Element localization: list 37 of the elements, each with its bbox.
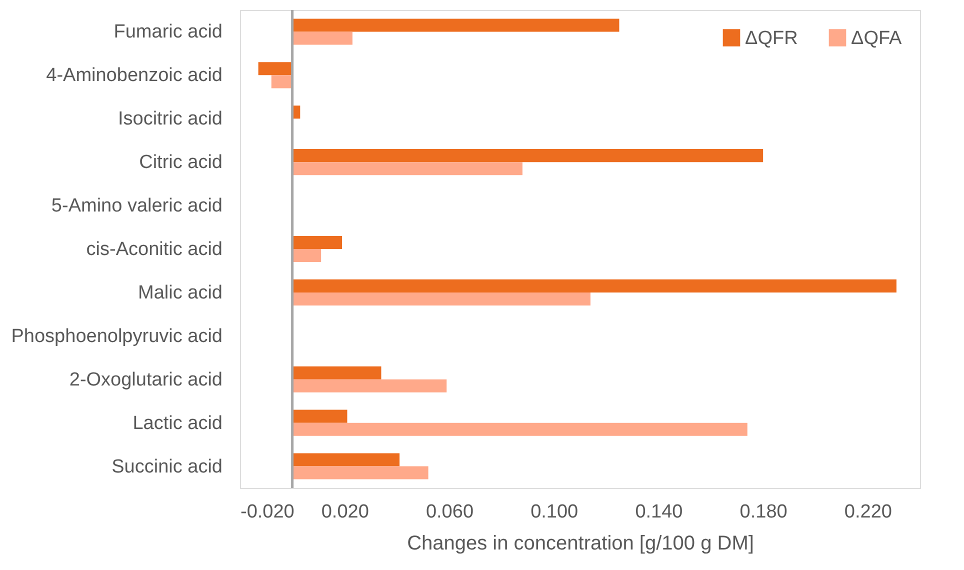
y-tick-label: Phosphoenolpyruvic acid bbox=[11, 326, 222, 347]
x-tick-label: 0.140 bbox=[635, 502, 683, 522]
y-tick-label: 4-Aminobenzoic acid bbox=[46, 65, 222, 86]
bar bbox=[292, 279, 896, 292]
bar bbox=[292, 162, 522, 176]
legend-label: ΔQFR bbox=[745, 28, 798, 49]
bar bbox=[271, 75, 292, 88]
bar bbox=[292, 249, 322, 262]
y-tick-label: Malic acid bbox=[138, 282, 222, 304]
y-tick-label: 5-Amino valeric acid bbox=[51, 196, 222, 217]
y-tick-label: Lactic acid bbox=[132, 412, 222, 434]
bar bbox=[292, 236, 342, 249]
x-tick-label: 0.020 bbox=[321, 502, 369, 522]
bar bbox=[292, 149, 764, 162]
y-tick-label: Succinic acid bbox=[112, 456, 222, 478]
legend-label: ΔQFA bbox=[851, 28, 902, 49]
bar bbox=[292, 366, 382, 380]
bar bbox=[292, 292, 590, 306]
bar bbox=[292, 422, 748, 436]
y-tick-label: Citric acid bbox=[139, 152, 222, 174]
bar bbox=[292, 379, 447, 392]
x-tick-label: 0.180 bbox=[740, 502, 788, 522]
bar bbox=[292, 466, 428, 480]
y-tick-label: cis-Aconitic acid bbox=[86, 239, 222, 260]
bar bbox=[292, 410, 348, 423]
bar bbox=[292, 453, 400, 466]
x-tick-label: 0.100 bbox=[530, 502, 578, 522]
x-axis-title: Changes in concentration [g/100 g DM] bbox=[407, 532, 754, 554]
y-tick-label: Fumaric acid bbox=[114, 22, 222, 43]
x-tick-label: 0.220 bbox=[844, 502, 892, 522]
x-tick-label: 0.060 bbox=[426, 502, 474, 522]
bar bbox=[292, 18, 620, 32]
bar bbox=[258, 62, 292, 76]
x-tick-label: -0.020 bbox=[240, 502, 294, 522]
bar bbox=[292, 32, 352, 45]
y-tick-label: Isocitric acid bbox=[118, 108, 222, 130]
y-tick-label: 2-Oxoglutaric acid bbox=[69, 369, 222, 390]
